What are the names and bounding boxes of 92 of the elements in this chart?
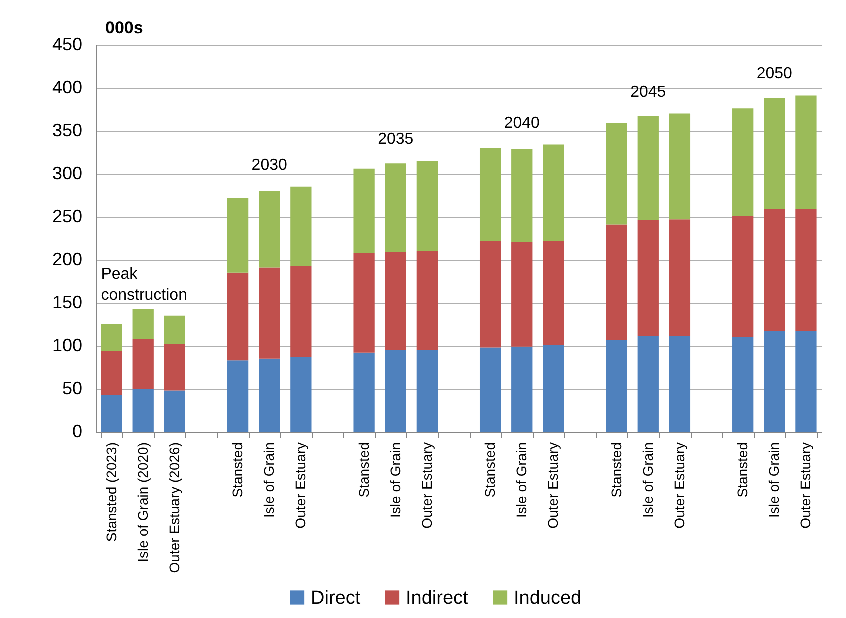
bar — [669, 336, 691, 432]
bar — [543, 144, 564, 242]
annotation: 2030 — [252, 156, 288, 174]
x-tick-label: Stansted (2023) — [103, 442, 120, 542]
bar — [764, 98, 786, 210]
bar — [259, 191, 280, 268]
bar — [796, 209, 817, 332]
bar — [259, 268, 280, 359]
x-tick-label: Stansted — [734, 442, 751, 498]
y-tick-label: 250 — [52, 206, 82, 226]
bar — [732, 337, 754, 432]
annotation: 2050 — [756, 66, 793, 83]
legend-label: Indirect — [406, 588, 470, 609]
bar — [385, 164, 406, 252]
y-tick-label: 100 — [52, 336, 82, 356]
y-tick-label: 300 — [52, 164, 82, 184]
bar — [606, 123, 628, 225]
bar — [101, 324, 122, 352]
y-tick-label: 150 — [52, 292, 82, 312]
x-tick-label: Isle of Grain — [387, 442, 404, 518]
bar — [290, 186, 312, 266]
bar — [227, 272, 249, 361]
bar — [227, 198, 249, 273]
x-tick-label: Outer Estuary — [418, 442, 435, 529]
bar — [416, 161, 438, 252]
y-axis-title: 000s — [106, 18, 144, 38]
x-tick-label: Outer Estuary — [798, 442, 814, 529]
x-tick-label: Isle of Grain (2020) — [134, 442, 151, 562]
annotation: 2045 — [630, 84, 666, 101]
x-tick-label: Stansted — [482, 442, 498, 498]
bar — [480, 348, 502, 432]
y-tick-label: 200 — [52, 250, 82, 270]
x-tick-label: Stansted — [230, 442, 246, 498]
bar — [416, 251, 438, 350]
bar — [638, 336, 659, 432]
bar — [480, 148, 502, 242]
bar — [638, 116, 659, 220]
bar — [764, 209, 786, 332]
bar — [354, 352, 375, 432]
bar — [732, 216, 754, 338]
y-tick-label: 400 — [52, 78, 82, 98]
bar — [385, 252, 406, 350]
legend-label: Direct — [311, 588, 362, 609]
x-tick-label: Outer Estuary — [292, 442, 309, 529]
bar — [796, 331, 817, 432]
bar — [101, 395, 122, 432]
annotation: 2040 — [504, 114, 540, 132]
x-tick-label: Stansted — [608, 442, 624, 498]
x-tick-label: Outer Estuary — [545, 442, 562, 529]
bar — [227, 360, 249, 432]
bar — [164, 390, 186, 432]
bar — [512, 346, 533, 432]
bar — [132, 309, 154, 340]
bar — [354, 253, 375, 353]
bar — [132, 389, 154, 432]
bar — [543, 345, 564, 432]
annotation: 2035 — [378, 131, 414, 148]
legend-label: Induced — [514, 588, 582, 609]
x-tick-label: Isle of Grain — [766, 442, 782, 518]
y-tick-label: 0 — [72, 422, 82, 442]
x-tick-label: Outer Estuary (2026) — [166, 442, 182, 574]
bar — [796, 96, 817, 210]
bar — [480, 241, 502, 348]
x-tick-label: Isle of Grain — [514, 442, 530, 518]
bar — [290, 266, 312, 358]
bar — [669, 220, 691, 337]
bar — [669, 114, 691, 220]
y-tick-label: 350 — [52, 120, 82, 140]
bar — [543, 241, 564, 346]
x-tick-label: Stansted — [356, 442, 372, 498]
bar — [259, 358, 280, 432]
bar — [385, 350, 406, 432]
bar — [132, 339, 154, 389]
x-tick-label: Outer Estuary — [671, 442, 688, 529]
y-tick-label: 50 — [62, 378, 82, 398]
y-tick-label: 450 — [52, 34, 82, 54]
bar — [416, 350, 438, 432]
bar — [101, 351, 122, 396]
bar — [764, 331, 786, 432]
bar — [512, 149, 533, 242]
x-tick-label: Isle of Grain — [640, 442, 656, 518]
bar — [638, 220, 659, 337]
bar — [354, 168, 375, 254]
bar — [606, 340, 628, 432]
x-tick-label: Isle of Grain — [261, 442, 278, 518]
bar — [512, 242, 533, 347]
annotation: Peak construction — [101, 266, 188, 304]
bar — [290, 357, 312, 432]
bar — [164, 316, 186, 344]
bar — [164, 344, 186, 391]
bar — [606, 224, 628, 340]
bar — [732, 108, 754, 216]
